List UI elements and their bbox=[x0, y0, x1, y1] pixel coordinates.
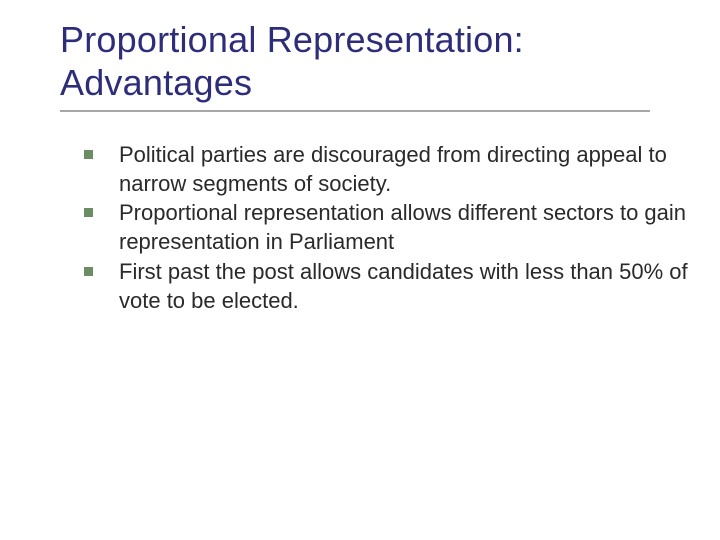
list-item: Political parties are discouraged from d… bbox=[68, 140, 690, 198]
slide-title: Proportional Representation: Advantages bbox=[60, 18, 690, 104]
list-item: Proportional representation allows diffe… bbox=[68, 198, 690, 256]
bullet-text: Political parties are discouraged from d… bbox=[119, 140, 690, 198]
square-bullet-icon bbox=[84, 208, 93, 217]
title-underline bbox=[60, 110, 650, 112]
square-bullet-icon bbox=[84, 267, 93, 276]
list-item: First past the post allows candidates wi… bbox=[68, 257, 690, 315]
bullet-text: First past the post allows candidates wi… bbox=[119, 257, 690, 315]
title-line-2: Advantages bbox=[60, 62, 252, 103]
bullet-text: Proportional representation allows diffe… bbox=[119, 198, 690, 256]
slide-body: Political parties are discouraged from d… bbox=[60, 140, 690, 314]
square-bullet-icon bbox=[84, 150, 93, 159]
slide: Proportional Representation: Advantages … bbox=[0, 0, 720, 540]
title-line-1: Proportional Representation: bbox=[60, 19, 524, 60]
